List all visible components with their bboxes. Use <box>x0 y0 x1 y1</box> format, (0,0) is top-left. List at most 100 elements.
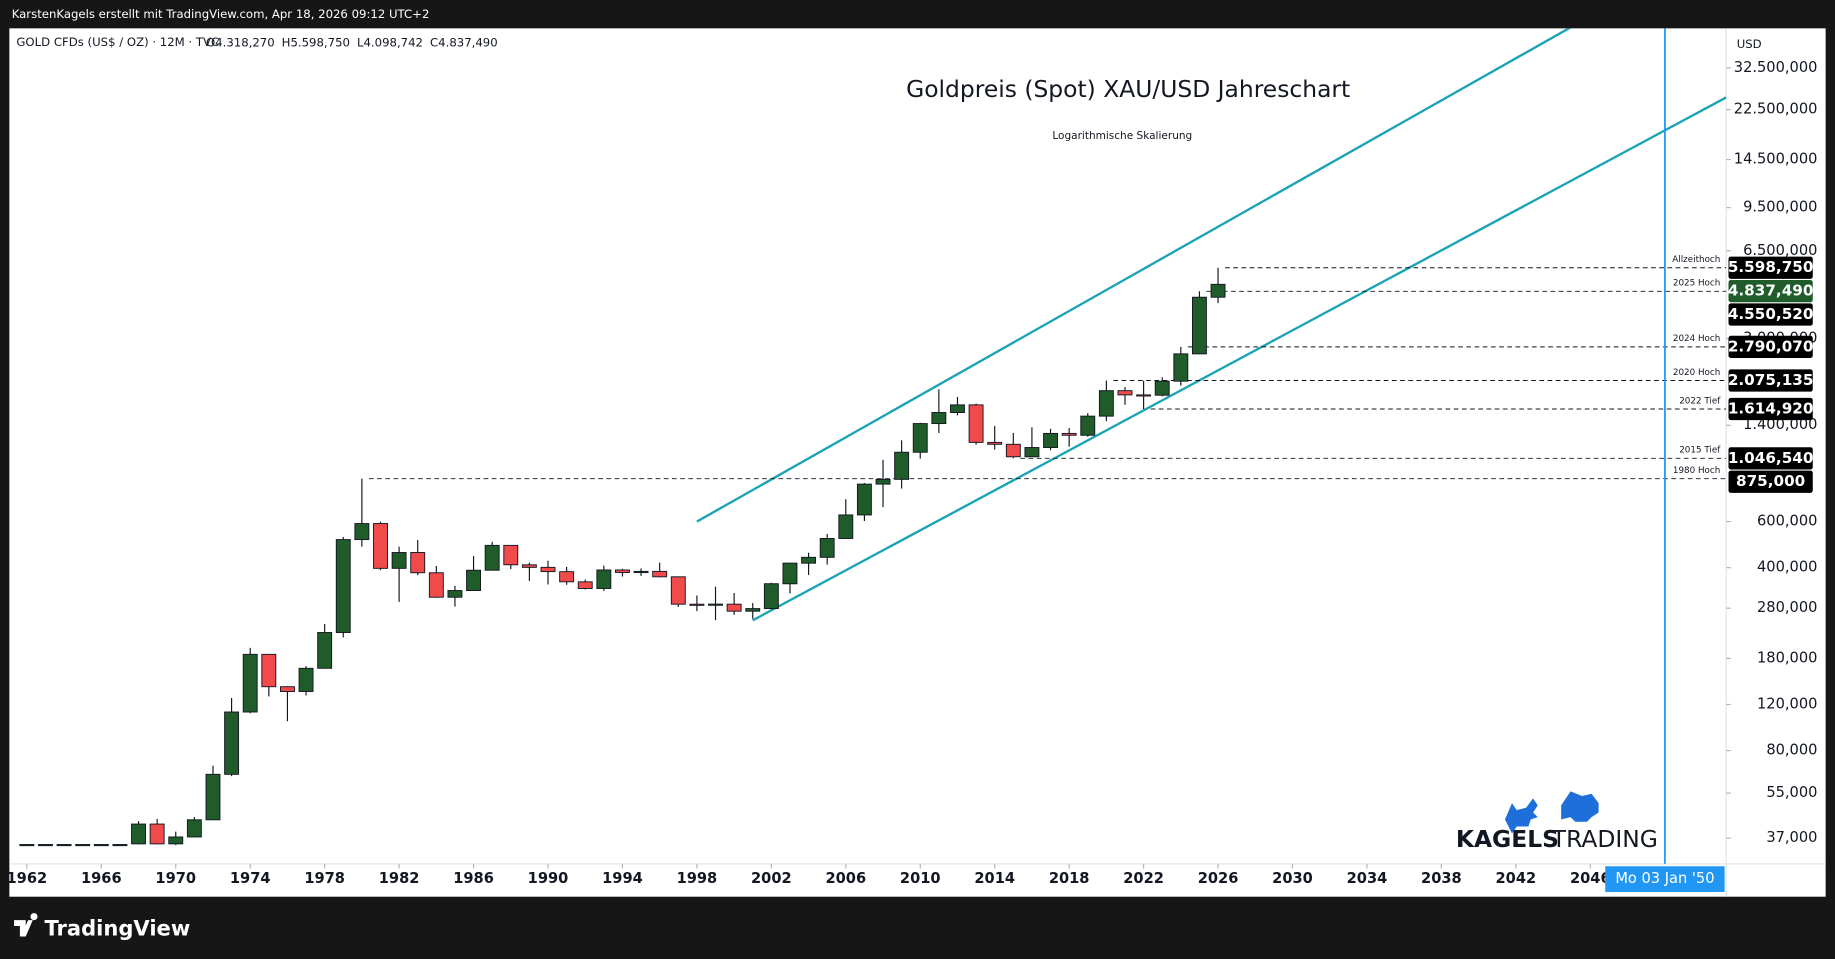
x-tick-label: 1986 <box>453 870 494 887</box>
candle-body <box>466 569 482 592</box>
candle-body <box>633 570 649 574</box>
y-tick-label: 55,000 <box>1766 784 1817 801</box>
x-tick-label: 2030 <box>1272 870 1313 887</box>
candle-body <box>782 562 798 585</box>
x-tick-label: 1978 <box>304 870 345 887</box>
price-box <box>1728 335 1813 358</box>
candle-body <box>652 570 668 578</box>
x-tick-label: 1962 <box>7 870 48 887</box>
candle-body <box>1210 283 1226 298</box>
candle-body <box>1154 380 1170 396</box>
level-name: 2025 Hoch <box>1673 279 1720 289</box>
candle-body <box>131 823 146 845</box>
candle-body <box>1024 447 1040 458</box>
ohlc-legend: O4.318,270 H5.598,750 L4.098,742 C4.837,490 <box>206 35 498 49</box>
footer-brand: TradingView <box>44 915 190 940</box>
candle-body <box>1005 443 1021 458</box>
price-label: 1.046,540 <box>1728 449 1814 467</box>
candle-body <box>1191 296 1207 355</box>
panel <box>9 28 1826 897</box>
candle-body <box>689 603 705 606</box>
symbol: GOLD CFDs (US$ / OZ) · 12M · TVC <box>16 35 219 49</box>
x-tick-label: 2018 <box>1049 870 1090 887</box>
candle-body <box>391 552 407 569</box>
plot-area <box>19 28 1727 847</box>
price-label: 4.837,490 <box>1728 282 1814 300</box>
bear-icon <box>1561 791 1599 822</box>
x-tick-label: 2006 <box>825 870 866 887</box>
candle-body <box>373 523 388 569</box>
candle-body <box>149 823 165 845</box>
ohlc-value: 5.598,750 <box>290 35 349 49</box>
cursor-label: Mo 03 Jan '50 <box>1615 870 1714 887</box>
x-tick-label: 2002 <box>751 870 792 887</box>
ohlc-key: L <box>357 35 364 49</box>
candle-body <box>1117 390 1133 396</box>
candle-body <box>205 773 221 821</box>
price-label: 2.790,070 <box>1728 337 1814 355</box>
candle-body <box>1061 432 1077 436</box>
y-tick-label: 9.500,000 <box>1743 199 1817 216</box>
cursor-box <box>1605 866 1725 893</box>
candle-body <box>1080 415 1096 436</box>
price-box <box>1728 470 1813 493</box>
candle-body <box>559 571 575 583</box>
candle-body <box>615 569 630 573</box>
y-tick-label: 280,000 <box>1757 599 1817 616</box>
candle-body <box>19 844 35 847</box>
candle-body <box>317 632 333 669</box>
chart-title: Goldpreis (Spot) XAU/USD Jahreschart <box>906 75 1350 103</box>
x-tick-label: 2014 <box>974 870 1015 887</box>
price-label: 4.550,520 <box>1728 305 1814 323</box>
level-name: 1980 Hoch <box>1673 466 1720 476</box>
price-label: 875,000 <box>1736 472 1805 490</box>
candle-body <box>912 423 928 453</box>
x-tick-label: 1970 <box>155 870 196 887</box>
candle-body <box>428 572 444 598</box>
candle-body <box>410 552 426 574</box>
currency: USD <box>1737 37 1762 51</box>
candle-body <box>577 581 593 589</box>
candle-body <box>1043 432 1058 448</box>
candle-body <box>521 564 537 568</box>
ohlc-value: 4.098,742 <box>363 35 422 49</box>
y-tick-label: 1.400,000 <box>1743 416 1817 433</box>
candle-body <box>484 544 500 571</box>
price-label: 2.075,135 <box>1728 371 1814 389</box>
x-tick-label: 2022 <box>1123 870 1164 887</box>
ohlc-key: H <box>282 35 291 49</box>
price-box <box>1728 447 1813 470</box>
candle-body <box>763 583 779 610</box>
candle-body <box>279 686 295 692</box>
price-label: 5.598,750 <box>1728 258 1814 276</box>
channel-line <box>752 96 1727 622</box>
candle-body <box>1136 394 1152 397</box>
y-tick-label: 80,000 <box>1766 742 1817 759</box>
y-tick-label: 32.500,000 <box>1734 59 1818 76</box>
candle-body <box>875 478 891 485</box>
candle-body <box>1173 353 1189 382</box>
candle-body <box>335 539 351 633</box>
price-box <box>1728 369 1813 392</box>
candle-body <box>224 711 240 775</box>
footer-logo <box>14 913 38 937</box>
level-name: 2022 Tief <box>1679 396 1721 406</box>
x-tick-label: 2042 <box>1496 870 1537 887</box>
price-label: 1.614,920 <box>1728 400 1814 418</box>
candle-body <box>819 538 835 558</box>
candle-body <box>856 483 872 516</box>
candle-body <box>168 836 184 845</box>
candle-body <box>708 603 723 606</box>
candle-body <box>298 667 314 692</box>
candle-body <box>745 608 761 612</box>
y-tick-label: 180,000 <box>1757 649 1817 666</box>
candle-body <box>801 556 817 564</box>
candle-body <box>726 603 742 612</box>
candle-body <box>38 844 53 847</box>
channel-line <box>696 28 1572 523</box>
level-name: 2020 Hoch <box>1673 368 1720 378</box>
candle-body <box>56 844 72 847</box>
ohlc-value: 4.837,490 <box>438 35 497 49</box>
candle-body <box>670 576 686 605</box>
